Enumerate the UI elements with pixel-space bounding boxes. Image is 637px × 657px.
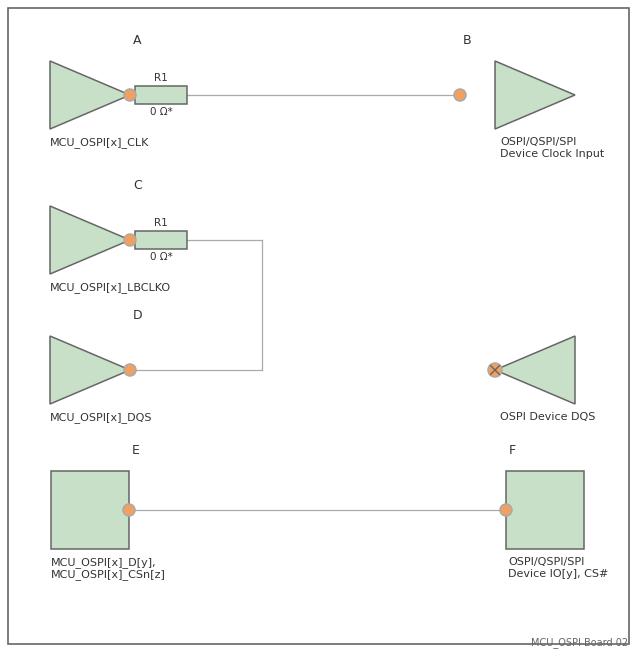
Text: C: C [133,179,142,192]
Text: MCU_OSPI[x]_CLK: MCU_OSPI[x]_CLK [50,137,149,148]
Circle shape [500,504,512,516]
Polygon shape [495,336,575,404]
FancyBboxPatch shape [8,8,629,644]
Circle shape [124,89,136,101]
Circle shape [454,89,466,101]
FancyBboxPatch shape [51,471,129,549]
Text: MCU_OSPI[x]_DQS: MCU_OSPI[x]_DQS [50,412,152,423]
Circle shape [124,364,136,376]
Text: MCU_OSPI[x]_D[y],
MCU_OSPI[x]_CSn[z]: MCU_OSPI[x]_D[y], MCU_OSPI[x]_CSn[z] [51,557,166,580]
Circle shape [123,504,135,516]
Text: OSPI Device DQS: OSPI Device DQS [500,412,596,422]
Text: R1: R1 [154,73,168,83]
Text: OSPI/QSPI/SPI
Device IO[y], CS#: OSPI/QSPI/SPI Device IO[y], CS# [508,557,608,579]
Text: 0 Ω*: 0 Ω* [150,252,173,262]
Text: D: D [133,309,143,322]
FancyBboxPatch shape [135,86,187,104]
Circle shape [488,363,502,377]
Text: B: B [463,34,471,47]
Text: MCU_OSPI[x]_LBCLKO: MCU_OSPI[x]_LBCLKO [50,282,171,293]
Text: A: A [133,34,141,47]
Text: MCU_OSPI Board 02: MCU_OSPI Board 02 [531,637,628,648]
Text: E: E [132,444,140,457]
Text: R1: R1 [154,218,168,228]
FancyBboxPatch shape [135,231,187,249]
FancyBboxPatch shape [506,471,584,549]
Circle shape [124,234,136,246]
Polygon shape [50,61,130,129]
Polygon shape [50,336,130,404]
Text: 0 Ω*: 0 Ω* [150,107,173,117]
Text: OSPI/QSPI/SPI
Device Clock Input: OSPI/QSPI/SPI Device Clock Input [500,137,605,158]
Polygon shape [495,61,575,129]
Text: F: F [509,444,516,457]
Polygon shape [50,206,130,274]
